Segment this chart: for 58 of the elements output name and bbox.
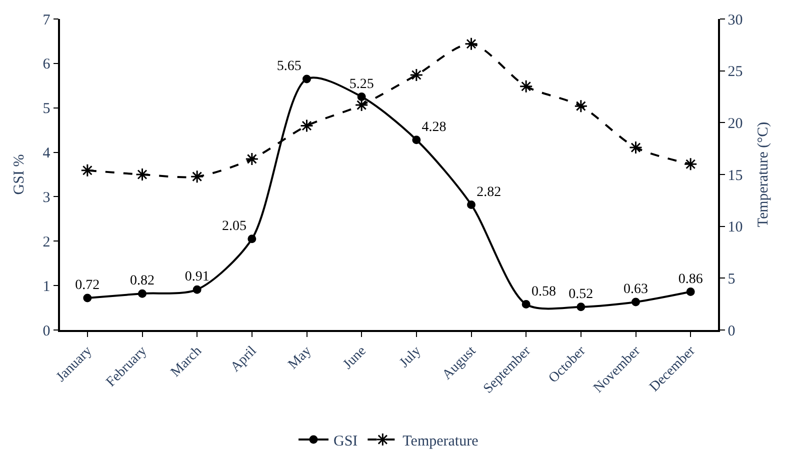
y2-tick-label: 0 bbox=[728, 323, 736, 340]
point bbox=[464, 37, 478, 51]
point bbox=[245, 152, 259, 166]
legend-label: Temperature bbox=[402, 433, 479, 450]
data-label: 2.05 bbox=[222, 219, 247, 234]
data-label: 0.52 bbox=[568, 287, 594, 302]
point bbox=[410, 68, 424, 82]
data-label: 0.86 bbox=[678, 272, 703, 287]
y-tick-label: 5 bbox=[42, 101, 50, 118]
data-label: 0.63 bbox=[624, 282, 648, 298]
point bbox=[576, 302, 586, 312]
point bbox=[190, 170, 204, 184]
point bbox=[138, 289, 146, 298]
y2-tick-label: 30 bbox=[728, 12, 743, 28]
y-tick-label: 2 bbox=[42, 234, 50, 250]
data-label: 5.25 bbox=[349, 76, 374, 92]
data-label: 0.72 bbox=[75, 278, 100, 294]
point bbox=[574, 99, 588, 113]
y-tick-label: 3 bbox=[42, 190, 50, 206]
point bbox=[83, 294, 92, 302]
y2-tick-label: 25 bbox=[728, 64, 743, 80]
y2-tick-label: 10 bbox=[728, 220, 743, 236]
y2-tick-label: 20 bbox=[728, 116, 743, 132]
data-label: 0.91 bbox=[184, 270, 210, 285]
data-label: 0.58 bbox=[531, 284, 556, 300]
point bbox=[467, 200, 476, 209]
x-tick-label: May bbox=[286, 344, 315, 372]
point bbox=[629, 140, 642, 154]
x-tick-label: June bbox=[340, 344, 370, 372]
point bbox=[80, 164, 94, 178]
point bbox=[686, 288, 695, 296]
point bbox=[192, 285, 202, 294]
data-label: 4.28 bbox=[422, 120, 446, 135]
point bbox=[632, 298, 640, 306]
point bbox=[354, 98, 368, 112]
y2-axis-title: Temperature (°C) bbox=[755, 122, 772, 228]
point bbox=[302, 74, 311, 84]
y-tick-label: 7 bbox=[42, 12, 51, 28]
point bbox=[248, 234, 256, 244]
y-tick-label: 0 bbox=[42, 323, 50, 340]
y2-tick-label: 15 bbox=[728, 168, 743, 184]
point bbox=[300, 119, 314, 133]
point bbox=[684, 157, 698, 171]
point bbox=[522, 300, 530, 308]
data-label: 0.82 bbox=[130, 274, 154, 289]
y-tick-label: 4 bbox=[42, 146, 51, 162]
point bbox=[357, 92, 366, 101]
point bbox=[136, 168, 149, 182]
legend-label: GSI bbox=[334, 433, 358, 450]
y2-tick-label: 5 bbox=[728, 271, 736, 288]
point bbox=[412, 136, 421, 144]
data-label: 2.82 bbox=[476, 184, 502, 200]
y-axis-title: GSI % bbox=[12, 154, 28, 195]
data-label: 5.65 bbox=[276, 59, 302, 74]
y-tick-label: 1 bbox=[42, 278, 50, 295]
x-tick-label: July bbox=[397, 344, 424, 371]
y-tick-label: 6 bbox=[42, 56, 51, 73]
point bbox=[519, 80, 533, 94]
